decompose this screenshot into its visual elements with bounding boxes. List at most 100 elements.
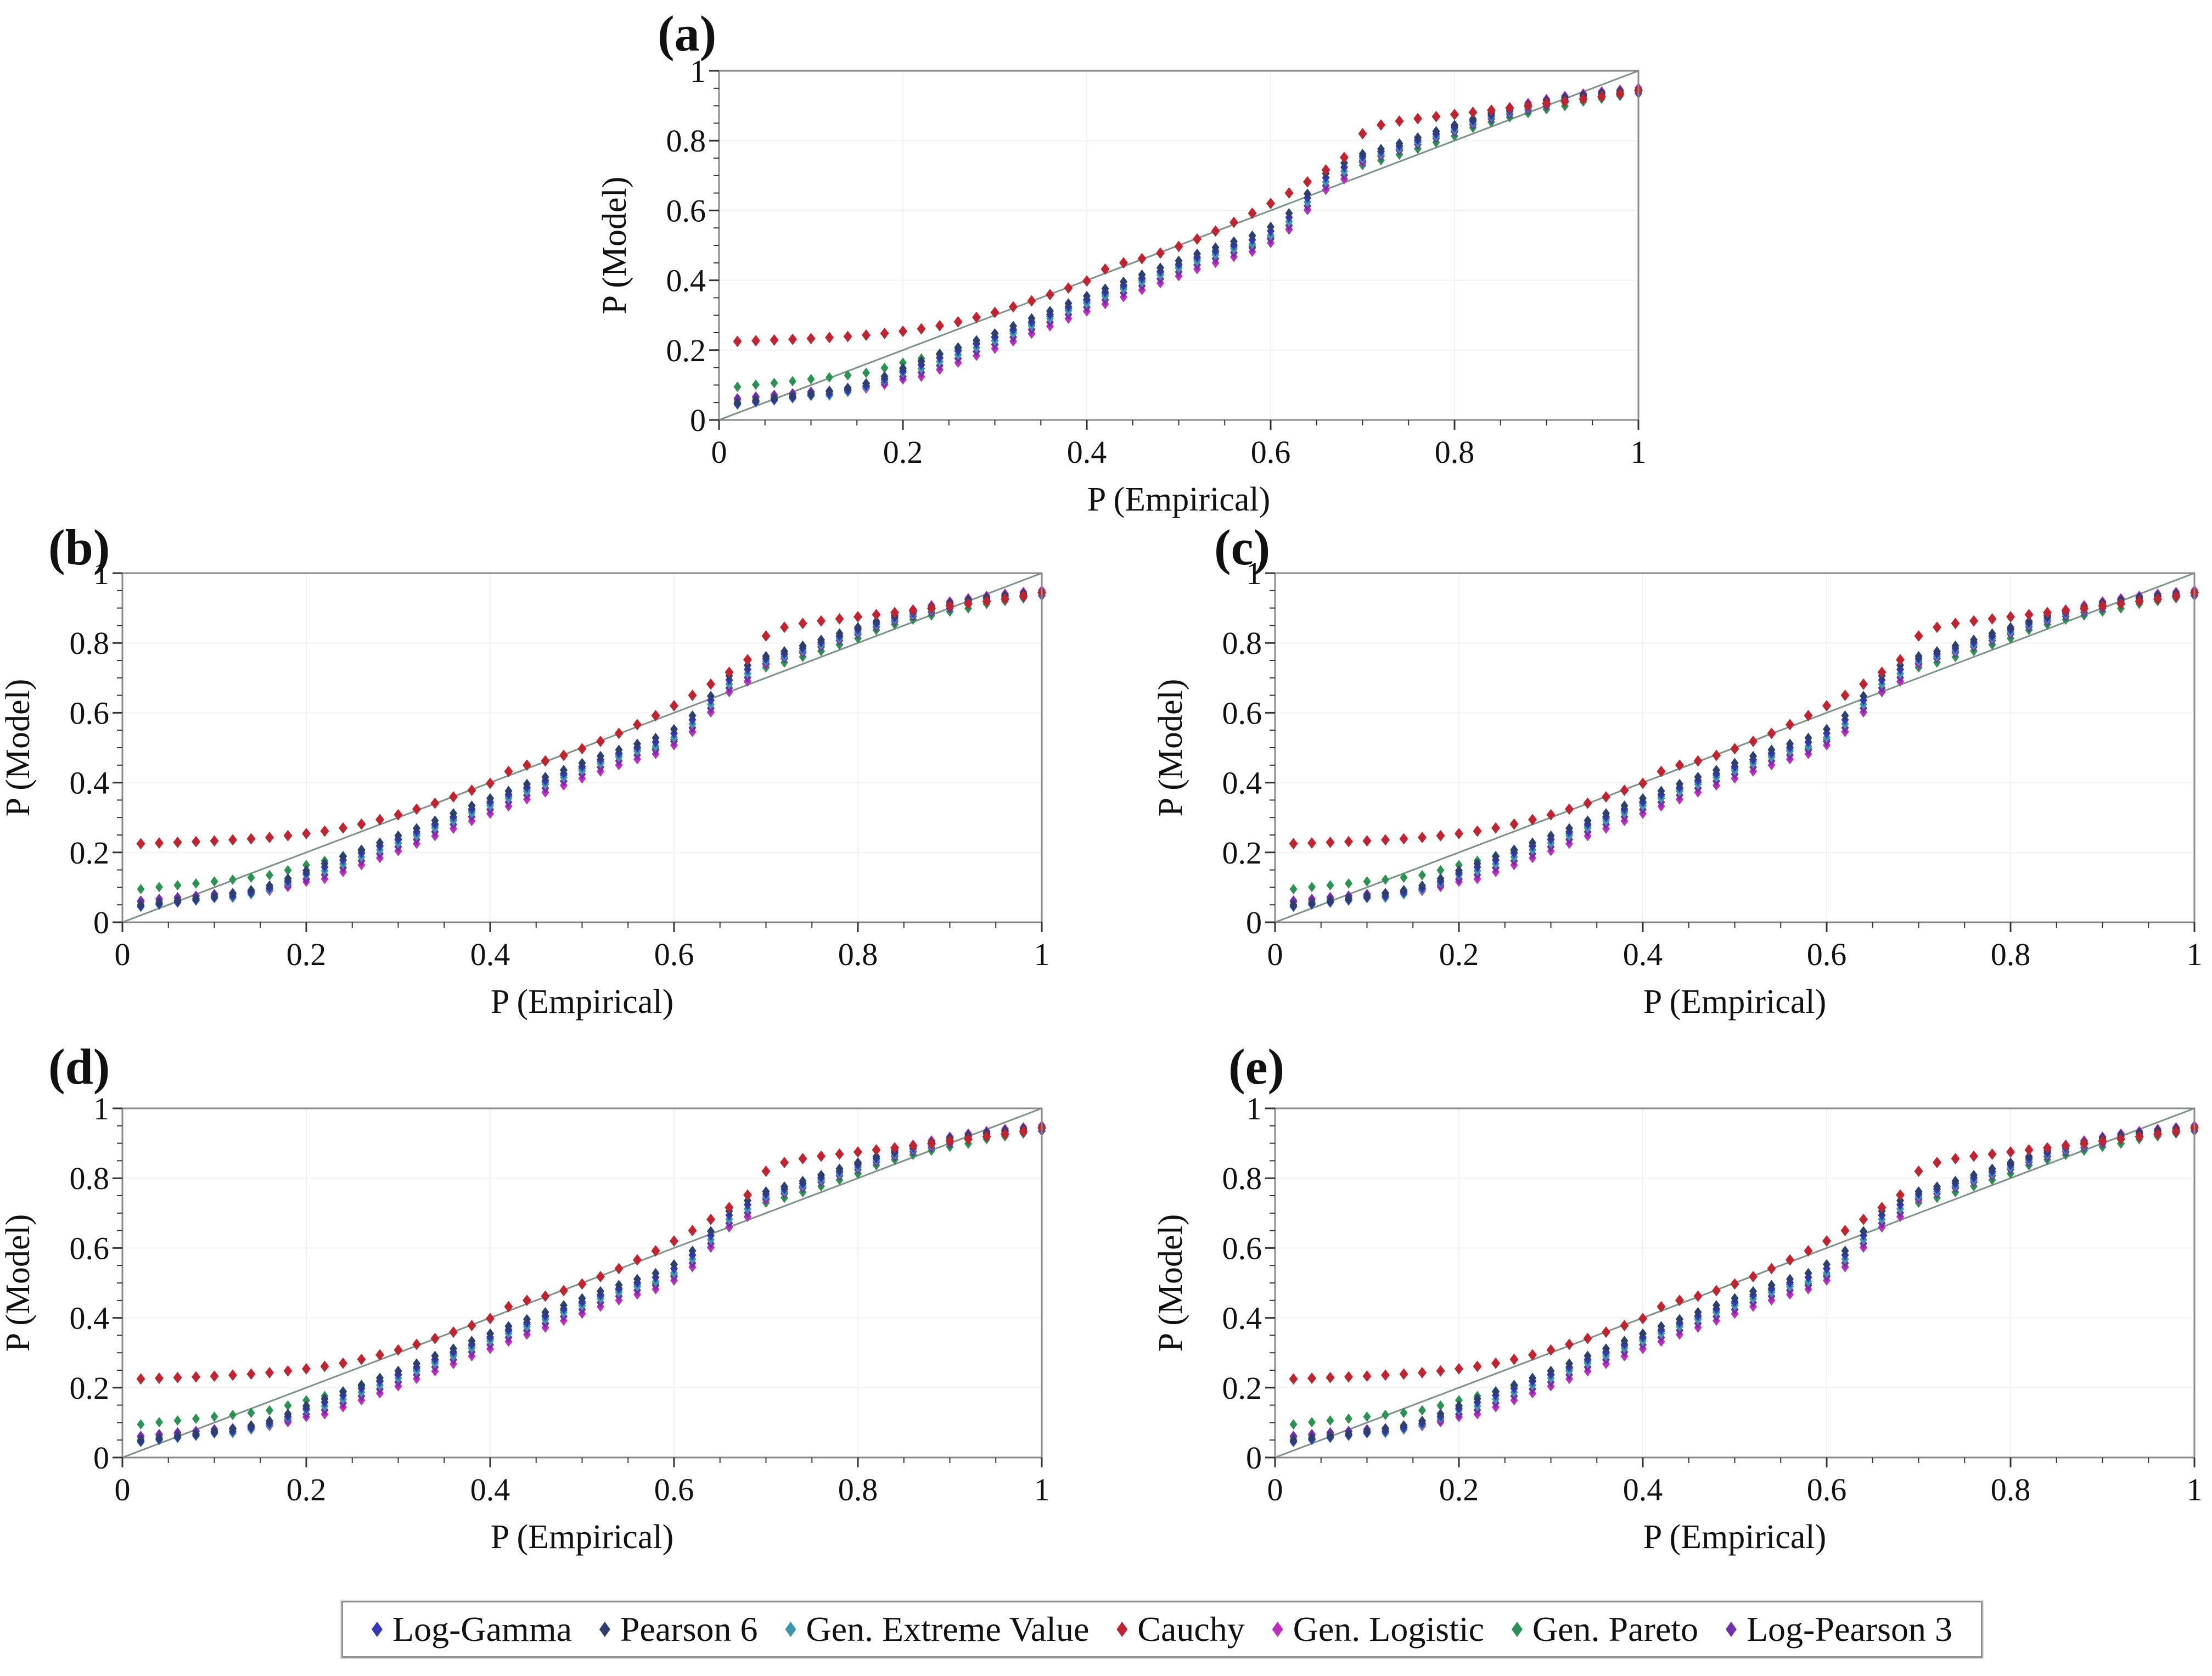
x-axis-title: P (Empirical) (1643, 983, 1826, 1021)
svg-text:0: 0 (1267, 1472, 1283, 1507)
series-log-gamma (1289, 587, 2198, 912)
y-axis-title: P (Model) (0, 1214, 37, 1352)
svg-text:0.4: 0.4 (666, 263, 706, 299)
svg-text:0: 0 (711, 434, 727, 470)
panel-label-d: (d) (48, 1039, 110, 1095)
svg-text:0.6: 0.6 (1807, 1472, 1847, 1507)
x-axis-title: P (Empirical) (491, 1518, 673, 1556)
svg-text:0.2: 0.2 (1439, 1472, 1479, 1507)
y-axis-title: P (Model) (1152, 679, 1189, 817)
series-cauchy (136, 587, 1046, 850)
series-gen-extreme-value (137, 1124, 1046, 1448)
svg-text:0.4: 0.4 (470, 937, 510, 972)
legend-label: Pearson 6 (620, 1610, 758, 1649)
panel-label-c: (c) (1214, 519, 1271, 575)
axis-ticks (113, 572, 1043, 932)
svg-text:1: 1 (93, 1091, 109, 1126)
pp-plot-panel-c: 0 0.2 0.4 0.6 0.8 1 0 0.2 0.4 0.6 0.8 1 P (Empirical… (1152, 556, 2203, 1021)
svg-text:0.8: 0.8 (1991, 1472, 2031, 1507)
svg-text:0: 0 (1267, 937, 1283, 972)
svg-text:0: 0 (93, 905, 109, 940)
svg-text:0.8: 0.8 (70, 625, 110, 661)
series-log-pearson3 (1289, 590, 2198, 906)
legend-label: Gen. Logistic (1293, 1610, 1485, 1649)
svg-text:0.2: 0.2 (883, 434, 923, 470)
legend-label: Cauchy (1137, 1610, 1245, 1649)
svg-text:0.4: 0.4 (1222, 1301, 1262, 1336)
svg-text:0.2: 0.2 (1222, 1370, 1262, 1406)
axis-ticks (1265, 1107, 2196, 1467)
svg-text:0.8: 0.8 (1991, 937, 2031, 972)
diamond-marker-gen-pareto (1511, 1622, 1523, 1637)
svg-text:0.2: 0.2 (70, 1370, 110, 1406)
y-axis-title: P (Model) (596, 177, 633, 315)
x-axis-title: P (Empirical) (1087, 481, 1270, 518)
svg-text:0: 0 (690, 402, 706, 438)
tick-labels: 0 0.2 0.4 0.6 0.8 1 0 0.2 0.4 0.6 0.8 1 (70, 1091, 1050, 1507)
tick-labels: 0 0.2 0.4 0.6 0.8 1 0 0.2 0.4 0.6 0.8 1 (1222, 556, 2203, 972)
series-gen-logistic (1289, 1120, 2198, 1443)
svg-text:0: 0 (1246, 1440, 1262, 1476)
svg-text:0.8: 0.8 (1435, 434, 1475, 470)
svg-text:0.4: 0.4 (1623, 1472, 1663, 1507)
svg-text:0.8: 0.8 (838, 1472, 878, 1507)
pp-plot-panel-d: 0 0.2 0.4 0.6 0.8 1 0 0.2 0.4 0.6 0.8 1 P (Empirical… (0, 1091, 1050, 1556)
series-gen-pareto (137, 1125, 1046, 1430)
diamond-marker-log-gamma (372, 1622, 383, 1637)
diamond-marker-cauchy (1116, 1622, 1128, 1637)
svg-text:0.2: 0.2 (287, 1472, 327, 1507)
diamond-marker-pearson6 (599, 1622, 610, 1637)
series-pearson6 (137, 1122, 1046, 1445)
series-gen-extreme-value (1289, 1124, 2198, 1448)
svg-text:0.6: 0.6 (70, 695, 110, 731)
series-gen-logistic (137, 585, 1046, 907)
svg-text:0.2: 0.2 (70, 835, 110, 871)
svg-text:0.8: 0.8 (1222, 1161, 1262, 1196)
svg-text:0.8: 0.8 (70, 1161, 110, 1196)
series-cauchy (1289, 1122, 2199, 1385)
svg-text:1: 1 (690, 53, 706, 89)
axis-ticks (113, 1107, 1043, 1467)
series-log-gamma (733, 85, 1642, 410)
svg-text:0.6: 0.6 (654, 1472, 694, 1507)
series-gen-pareto (733, 88, 1642, 393)
y-axis-title: P (Model) (0, 679, 37, 817)
svg-text:0.4: 0.4 (70, 765, 110, 801)
series-gen-logistic (137, 1120, 1046, 1443)
series-gen-pareto (137, 590, 1046, 895)
svg-text:0.8: 0.8 (838, 937, 878, 972)
series-pearson6 (1289, 586, 2198, 910)
panel-label-a: (a) (658, 5, 717, 61)
series-gen-extreme-value (1289, 588, 2198, 912)
series-log-gamma (137, 587, 1046, 912)
tick-labels: 0 0.2 0.4 0.6 0.8 1 0 0.2 0.4 0.6 0.8 1 (1222, 1091, 2203, 1507)
panel-label-b: (b) (48, 519, 110, 575)
svg-text:0.4: 0.4 (70, 1301, 110, 1336)
x-axis-title: P (Empirical) (491, 983, 673, 1021)
svg-text:0.4: 0.4 (470, 1472, 510, 1507)
svg-text:0.8: 0.8 (1222, 625, 1262, 661)
series-log-pearson3 (1289, 1125, 2198, 1442)
legend-label: Gen. Pareto (1532, 1610, 1699, 1649)
legend-item-log-gamma: Log-Gamma (372, 1609, 572, 1650)
legend-label: Log-Gamma (392, 1610, 572, 1649)
svg-text:0.8: 0.8 (666, 123, 706, 159)
series-gen-logistic (733, 82, 1642, 405)
axis-ticks (1265, 572, 2196, 932)
svg-text:1: 1 (2187, 1472, 2203, 1507)
series-log-gamma (1289, 1123, 2198, 1447)
svg-text:1: 1 (1034, 937, 1050, 972)
svg-text:0.6: 0.6 (1807, 937, 1847, 972)
diamond-marker-gen-extreme-value (785, 1622, 796, 1637)
pp-plot-panel-b: 0 0.2 0.4 0.6 0.8 1 0 0.2 0.4 0.6 0.8 1 P (Empirical… (0, 556, 1050, 1021)
axis-ticks (709, 70, 1640, 430)
svg-text:0.2: 0.2 (666, 333, 706, 368)
series-pearson6 (733, 84, 1642, 408)
pp-plot-panel-e: 0 0.2 0.4 0.6 0.8 1 0 0.2 0.4 0.6 0.8 1 P (Empirical… (1152, 1091, 2203, 1556)
series-gen-logistic (1289, 585, 2198, 907)
svg-text:1: 1 (1034, 1472, 1050, 1507)
diamond-marker-log-pearson3 (1725, 1622, 1737, 1637)
legend-item-pearson6: Pearson 6 (599, 1609, 758, 1650)
svg-text:0.6: 0.6 (1222, 1230, 1262, 1266)
